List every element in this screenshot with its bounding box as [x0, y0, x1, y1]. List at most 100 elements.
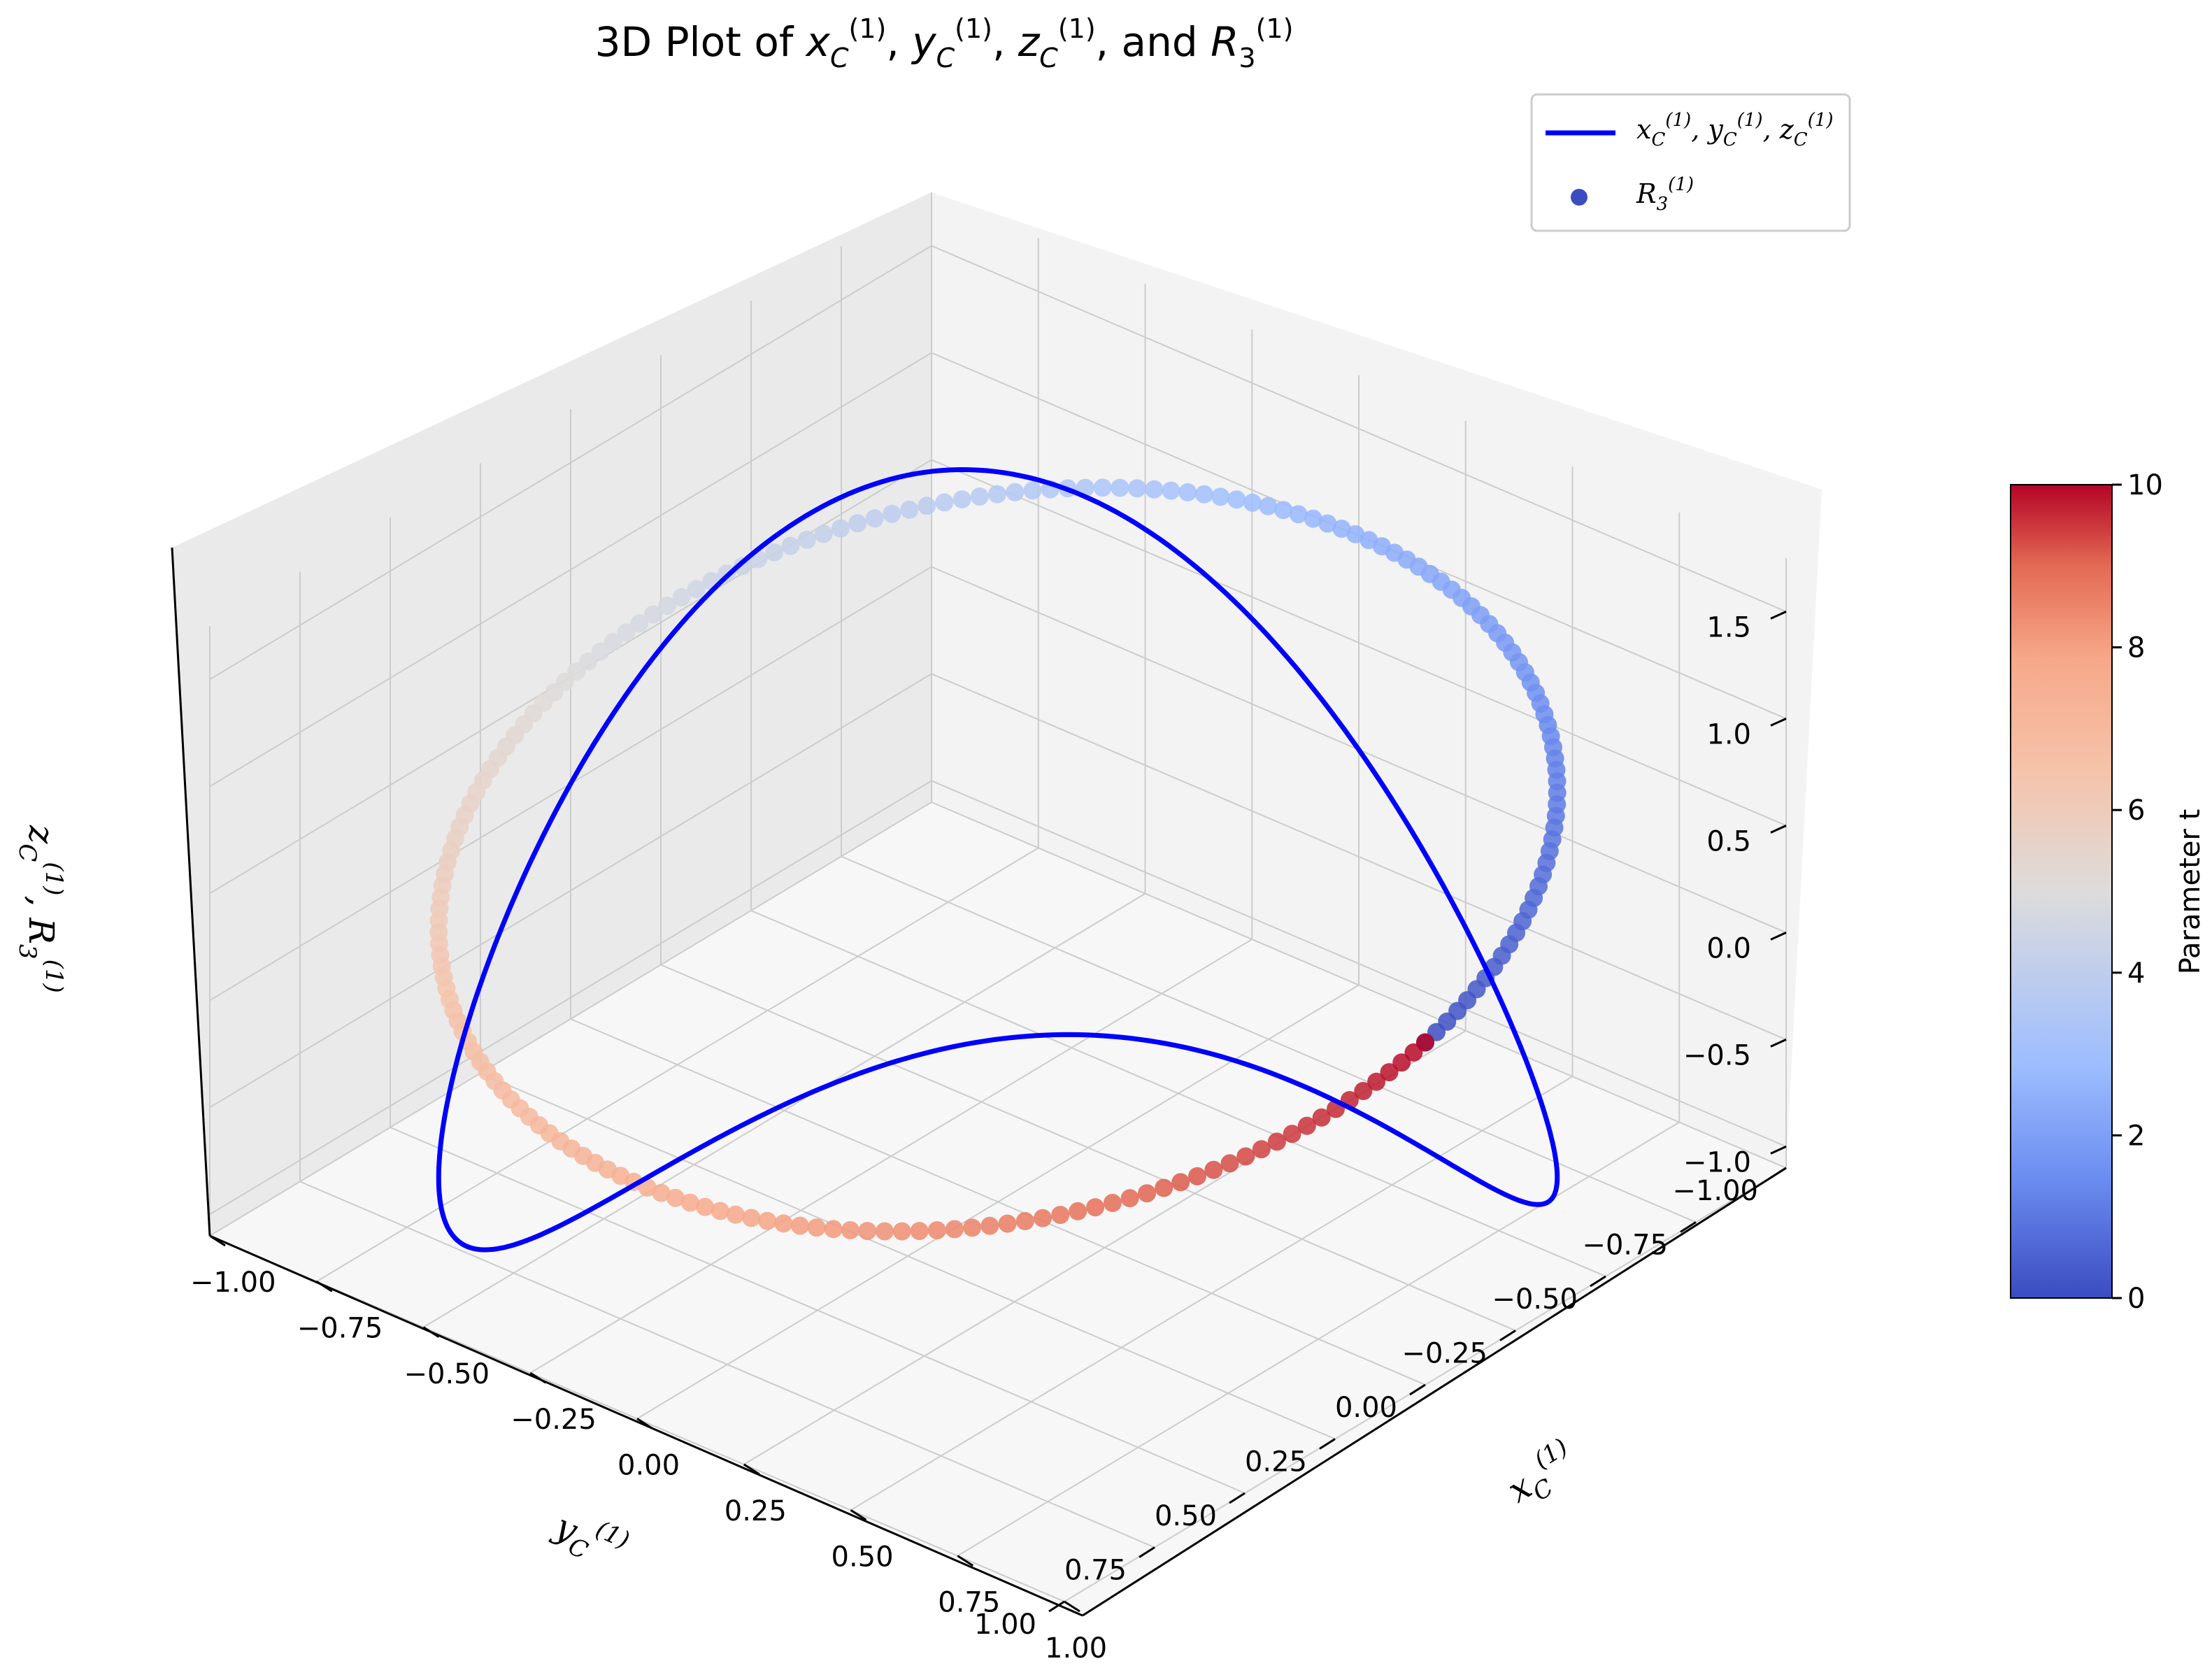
- y-tick: [1229, 1492, 1246, 1504]
- r3-point: [672, 588, 691, 606]
- x-tick-label: 1.00: [1045, 1632, 1107, 1665]
- z-tick-label: 0.5: [1706, 825, 1751, 857]
- r3-point: [630, 614, 649, 633]
- r3-point: [1243, 493, 1262, 512]
- floor-grid-y: [660, 964, 1516, 1332]
- wall-grid-z: [209, 245, 1787, 680]
- legend-curve-x-sub: C: [1651, 129, 1665, 150]
- z-axis-line: [171, 547, 211, 1236]
- y-tick-label: −1.00: [1672, 1175, 1758, 1207]
- legend-curve-sep2: ,: [1763, 114, 1780, 145]
- r3-point: [579, 652, 598, 671]
- wall-grid-z: [209, 673, 1787, 1109]
- legend-r3-var: R: [1636, 178, 1657, 209]
- r3-point: [980, 1216, 999, 1235]
- legend-label-curve: xC(1), yC(1), zC(1): [1636, 110, 1834, 150]
- r3-point: [680, 1193, 699, 1212]
- y-tick-label: 0.50: [1155, 1500, 1217, 1532]
- r3-point: [1267, 1132, 1286, 1151]
- y-axis-label-sup: (1): [592, 1516, 634, 1555]
- z-tick-label: −0.5: [1683, 1039, 1751, 1071]
- z-tick-label: −1.0: [1683, 1146, 1751, 1178]
- title-x: x: [805, 18, 831, 66]
- colorbar: 0 2 4 6 8 10 Parameter t: [2010, 469, 2206, 1315]
- r3-point: [1220, 1154, 1239, 1173]
- r3-point: [883, 504, 901, 523]
- r3-point: [1188, 1167, 1206, 1185]
- r3-point: [1103, 1194, 1122, 1212]
- axis-ticks: −1.00−0.75−0.50−0.250.000.250.500.751.00…: [190, 611, 1787, 1665]
- z-tick: [1770, 825, 1787, 834]
- x-tick: [743, 1463, 760, 1476]
- legend: xC(1), yC(1), zC(1) R3(1): [1530, 93, 1851, 232]
- z-axis-label: zC(1), R3(1): [13, 825, 68, 993]
- r3-point: [1367, 1072, 1386, 1091]
- z-axis-label-var: z: [21, 825, 62, 844]
- title-prefix: 3D Plot of: [595, 18, 806, 66]
- r3-point: [1354, 1082, 1373, 1100]
- r3-point: [696, 1197, 715, 1216]
- r3-scatter-series: [429, 478, 1567, 1241]
- r3-point: [945, 1220, 964, 1239]
- x-tick: [1064, 1600, 1080, 1613]
- colorbar-label: Parameter t: [2174, 809, 2206, 975]
- y-tick-label: 0.25: [1245, 1446, 1307, 1478]
- r3-point: [963, 1218, 982, 1237]
- r3-point: [865, 509, 884, 528]
- r3-point: [1392, 1053, 1411, 1072]
- r3-point: [1194, 485, 1213, 504]
- r3-point: [687, 580, 706, 599]
- legend-r3-sup: (1): [1668, 174, 1694, 195]
- z-axis-label-sup: (1): [40, 862, 68, 895]
- legend-curve-x: x: [1636, 114, 1651, 145]
- floor-grid-y: [390, 1127, 1246, 1494]
- r3-point: [617, 623, 636, 642]
- r3-point: [1312, 1108, 1331, 1127]
- title-z-sup: (1): [1058, 13, 1096, 44]
- floor-grid-y: [570, 1018, 1426, 1385]
- r3-point: [1252, 1140, 1271, 1159]
- curve-series: [436, 467, 1560, 1253]
- y-tick-label: 0.75: [1064, 1555, 1127, 1587]
- r3-point: [1086, 1198, 1105, 1217]
- y-tick: [1409, 1383, 1426, 1396]
- x-tick-label: −0.25: [511, 1404, 597, 1436]
- r3-point: [1171, 1173, 1190, 1192]
- r3-point: [1274, 501, 1293, 520]
- r3-point: [1023, 481, 1042, 500]
- legend-curve-x-sup: (1): [1665, 110, 1691, 131]
- wall-grid-z: [209, 780, 1787, 1216]
- floor-grid-y: [299, 1181, 1155, 1548]
- r3-point: [742, 1209, 761, 1227]
- legend-dot-marker: [1571, 189, 1587, 206]
- title-x-sup: (1): [849, 13, 887, 44]
- r3-point: [711, 1202, 729, 1220]
- wall-grid-z: [209, 352, 1787, 787]
- r3-point: [644, 605, 662, 624]
- r3-point: [797, 530, 816, 549]
- r3-point: [910, 1222, 929, 1241]
- title-y-sub: C: [936, 43, 955, 73]
- floor-grid-y: [480, 1072, 1336, 1440]
- colorbar-gradient: [2010, 484, 2113, 1299]
- title-r-sub: 3: [1239, 43, 1255, 73]
- r3-point: [1162, 481, 1180, 500]
- r3-point: [876, 1222, 894, 1241]
- colorbar-tick-label: 8: [2127, 632, 2145, 664]
- colorbar-tick-label: 2: [2127, 1120, 2145, 1152]
- r3-point: [848, 514, 867, 533]
- r3-point: [1332, 520, 1351, 538]
- z-tick: [1770, 718, 1787, 727]
- legend-curve-z-sub: C: [1794, 129, 1808, 150]
- x-tick-label: 0.00: [618, 1450, 680, 1482]
- r3-point: [858, 1222, 877, 1241]
- r3-point: [1178, 483, 1197, 501]
- x-tick: [422, 1326, 440, 1339]
- r3-point: [892, 1222, 911, 1241]
- x-tick-label: −1.00: [190, 1267, 276, 1299]
- x-tick: [850, 1509, 867, 1521]
- r3-point: [591, 642, 610, 661]
- x-tick: [315, 1281, 333, 1292]
- r3-point: [1283, 1125, 1301, 1143]
- legend-curve-z: z: [1779, 114, 1794, 145]
